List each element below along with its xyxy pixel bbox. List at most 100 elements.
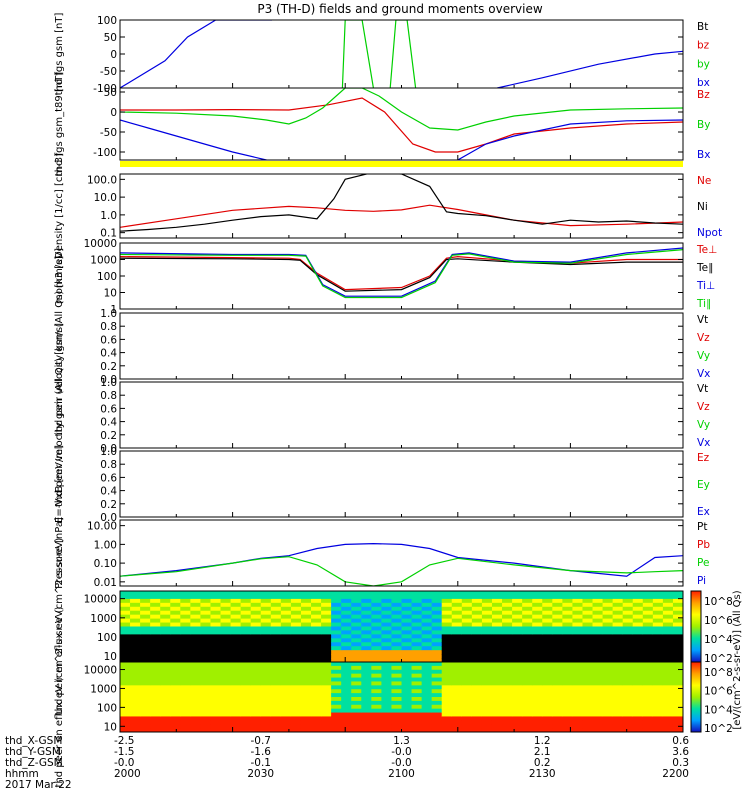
- spectrogram-cell: [150, 693, 161, 698]
- spectrogram-cell: [491, 673, 503, 679]
- spectrogram-cell: [351, 704, 362, 710]
- spectrogram-cell: [632, 689, 644, 694]
- spectrogram-cell: [250, 697, 262, 702]
- spectrogram-cell: [280, 693, 292, 698]
- spectrogram-cell: [140, 685, 151, 690]
- spectrogram-cell: [572, 634, 583, 639]
- y-tick-label: 0.4: [100, 486, 117, 498]
- spectrogram-cell: [140, 594, 151, 600]
- spectrogram-cell: [280, 662, 292, 667]
- spectrogram-cell: [180, 642, 191, 647]
- spectrogram-cell: [150, 720, 161, 725]
- spectrogram-cell: [260, 618, 272, 624]
- spectrogram-cell: [371, 700, 382, 706]
- spectrogram-cell: [200, 626, 211, 631]
- spectrogram-cell: [190, 662, 201, 667]
- spectrogram-cell: [391, 665, 402, 671]
- y-tick-label: 1000: [90, 255, 117, 267]
- spectrogram-cell: [180, 634, 191, 639]
- spectrogram-cell: [431, 728, 443, 732]
- spectrogram-cell: [592, 630, 604, 635]
- spectrogram-cell: [311, 704, 322, 710]
- ephemeris-row-label: thd_Z-GSM: [5, 757, 63, 769]
- spectrogram-cell: [361, 591, 372, 596]
- y-tick-label: 10.0: [94, 192, 117, 204]
- spectrogram-cell: [371, 626, 382, 631]
- spectrogram-cell: [341, 697, 352, 702]
- spectrogram-cell: [672, 724, 683, 729]
- spectrogram-cell: [522, 654, 533, 659]
- spectrogram-cell: [130, 665, 141, 671]
- spectrogram-cell: [240, 700, 252, 706]
- spectrogram-cell: [592, 634, 604, 639]
- spectrogram-cell: [180, 658, 191, 662]
- spectrogram-cell: [140, 614, 151, 620]
- spectrogram-cell: [321, 650, 332, 655]
- spectrogram-cell: [220, 642, 232, 647]
- spectrogram-cell: [431, 673, 443, 679]
- spectrogram-cell: [411, 614, 423, 620]
- spectrogram-cell: [170, 606, 181, 612]
- y-tick-label: 50: [104, 87, 117, 99]
- spectrogram-cell: [441, 673, 453, 679]
- spectrogram-cell: [622, 728, 634, 732]
- spectrogram-cell: [401, 642, 413, 647]
- spectrogram-cell: [371, 638, 382, 643]
- spectrogram-cell: [130, 693, 141, 698]
- spectrogram-cell: [190, 658, 201, 662]
- spectrogram-cell: [592, 685, 604, 690]
- spectrogram-cell: [200, 689, 211, 694]
- spectrogram-cell: [180, 716, 191, 721]
- spectrogram-cell: [240, 662, 252, 667]
- spectrogram-cell: [562, 697, 573, 702]
- spectrogram-cell: [391, 712, 402, 717]
- spectrogram-cell: [341, 646, 352, 651]
- spectrogram-cell: [552, 662, 563, 667]
- spectrogram-cell: [441, 716, 453, 721]
- spectrogram-cell: [391, 716, 402, 721]
- spectrogram-cell: [190, 677, 201, 682]
- spectrogram-cell: [250, 662, 262, 667]
- spectrogram-cell: [130, 724, 141, 729]
- spectrogram-cell: [542, 665, 553, 671]
- spectrogram-cell: [250, 610, 262, 616]
- legend-Vz: Vz: [697, 401, 710, 413]
- spectrogram-cell: [260, 700, 272, 706]
- spectrogram-cell: [672, 708, 683, 714]
- spectrogram-cell: [672, 638, 683, 643]
- spectrogram-cell: [200, 716, 211, 721]
- spectrogram-cell: [290, 669, 302, 675]
- spectrogram-cell: [441, 598, 453, 604]
- spectrogram-cell: [290, 606, 302, 612]
- spectrogram-cell: [431, 646, 443, 651]
- spectrogram-cell: [652, 602, 664, 608]
- spectrogram-cell: [481, 630, 493, 635]
- spectrogram-cell: [562, 591, 573, 596]
- spectrogram-cell: [351, 658, 362, 662]
- spectrogram-cell: [441, 626, 453, 631]
- spectrogram-cell: [160, 728, 171, 732]
- spectrogram-cell: [602, 669, 614, 675]
- spectrogram-cell: [381, 626, 392, 631]
- spectrogram-cell: [150, 618, 161, 624]
- spectrogram-cell: [311, 610, 322, 616]
- spectrogram-cell: [441, 658, 453, 662]
- spectrogram-cell: [662, 704, 674, 710]
- spectrogram-cell: [602, 704, 614, 710]
- spectrogram-cell: [270, 673, 282, 679]
- spectrogram-cell: [632, 708, 644, 714]
- spectrogram-cell: [542, 630, 553, 635]
- spectrogram-cell: [542, 697, 553, 702]
- y-tick-label: 1000: [90, 613, 117, 625]
- spectrogram-cell: [542, 728, 553, 732]
- spectrogram-cell: [471, 669, 483, 675]
- spectrogram-cell: [592, 689, 604, 694]
- spectrogram-cell: [311, 728, 322, 732]
- spectrogram-cell: [552, 634, 563, 639]
- spectrogram-cell: [461, 618, 473, 624]
- spectrogram-cell: [220, 677, 232, 682]
- spectrogram-cell: [572, 654, 583, 659]
- spectrogram-cell: [381, 685, 392, 690]
